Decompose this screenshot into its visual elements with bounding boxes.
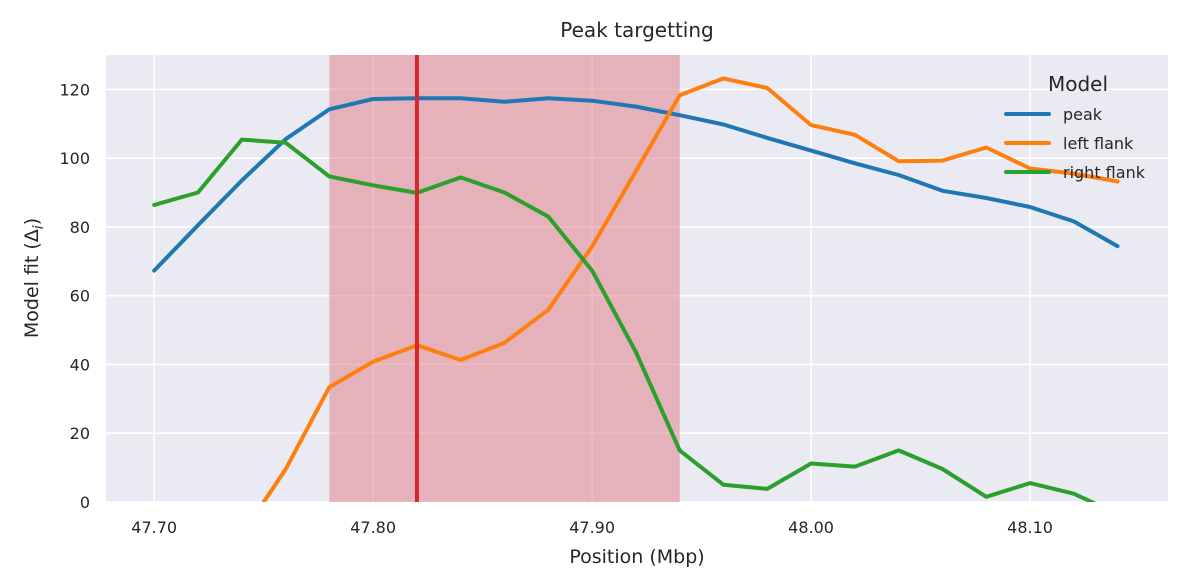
x-tick-label: 48.10 xyxy=(1007,518,1053,537)
series-line-right-flank xyxy=(152,137,1097,502)
legend-label-peak: peak xyxy=(1063,105,1103,124)
legend-title: Model xyxy=(1048,72,1108,96)
chart-title: Peak targetting xyxy=(560,18,713,42)
series-lines xyxy=(152,76,1120,502)
y-axis-label-subscript: i xyxy=(31,225,47,229)
x-tick-label: 47.90 xyxy=(569,518,615,537)
y-tick-label: 120 xyxy=(59,80,90,99)
x-tick-label: 48.00 xyxy=(788,518,834,537)
y-tick-label: 80 xyxy=(70,218,90,237)
y-axis-label-close: ) xyxy=(21,218,43,225)
y-tick-labels: 0 20 40 60 80 100 120 xyxy=(59,80,90,512)
x-axis-label: Position (Mbp) xyxy=(569,546,704,568)
y-tick-label: 60 xyxy=(70,287,90,306)
legend-label-left-flank: left flank xyxy=(1063,134,1134,153)
series-line-peak xyxy=(152,96,1120,273)
x-tick-labels: 47.70 47.80 47.90 48.00 48.10 xyxy=(131,518,1053,537)
y-tick-label: 40 xyxy=(70,355,90,374)
highlighted-region xyxy=(329,55,680,502)
y-tick-label: 20 xyxy=(70,424,90,443)
x-tick-label: 47.70 xyxy=(131,518,177,537)
y-tick-label: 0 xyxy=(80,493,90,512)
y-tick-label: 100 xyxy=(59,149,90,168)
y-axis-label-main: Model fit (Δ xyxy=(21,229,43,338)
series-line-left-flank xyxy=(261,76,1120,502)
x-tick-label: 47.80 xyxy=(350,518,396,537)
legend-items: peak left flank right flank xyxy=(1004,105,1146,182)
y-axis-label: Model fit (Δi) xyxy=(21,218,47,338)
legend: Model peak left flank right flank xyxy=(1004,72,1146,182)
legend-label-right-flank: right flank xyxy=(1063,163,1146,182)
